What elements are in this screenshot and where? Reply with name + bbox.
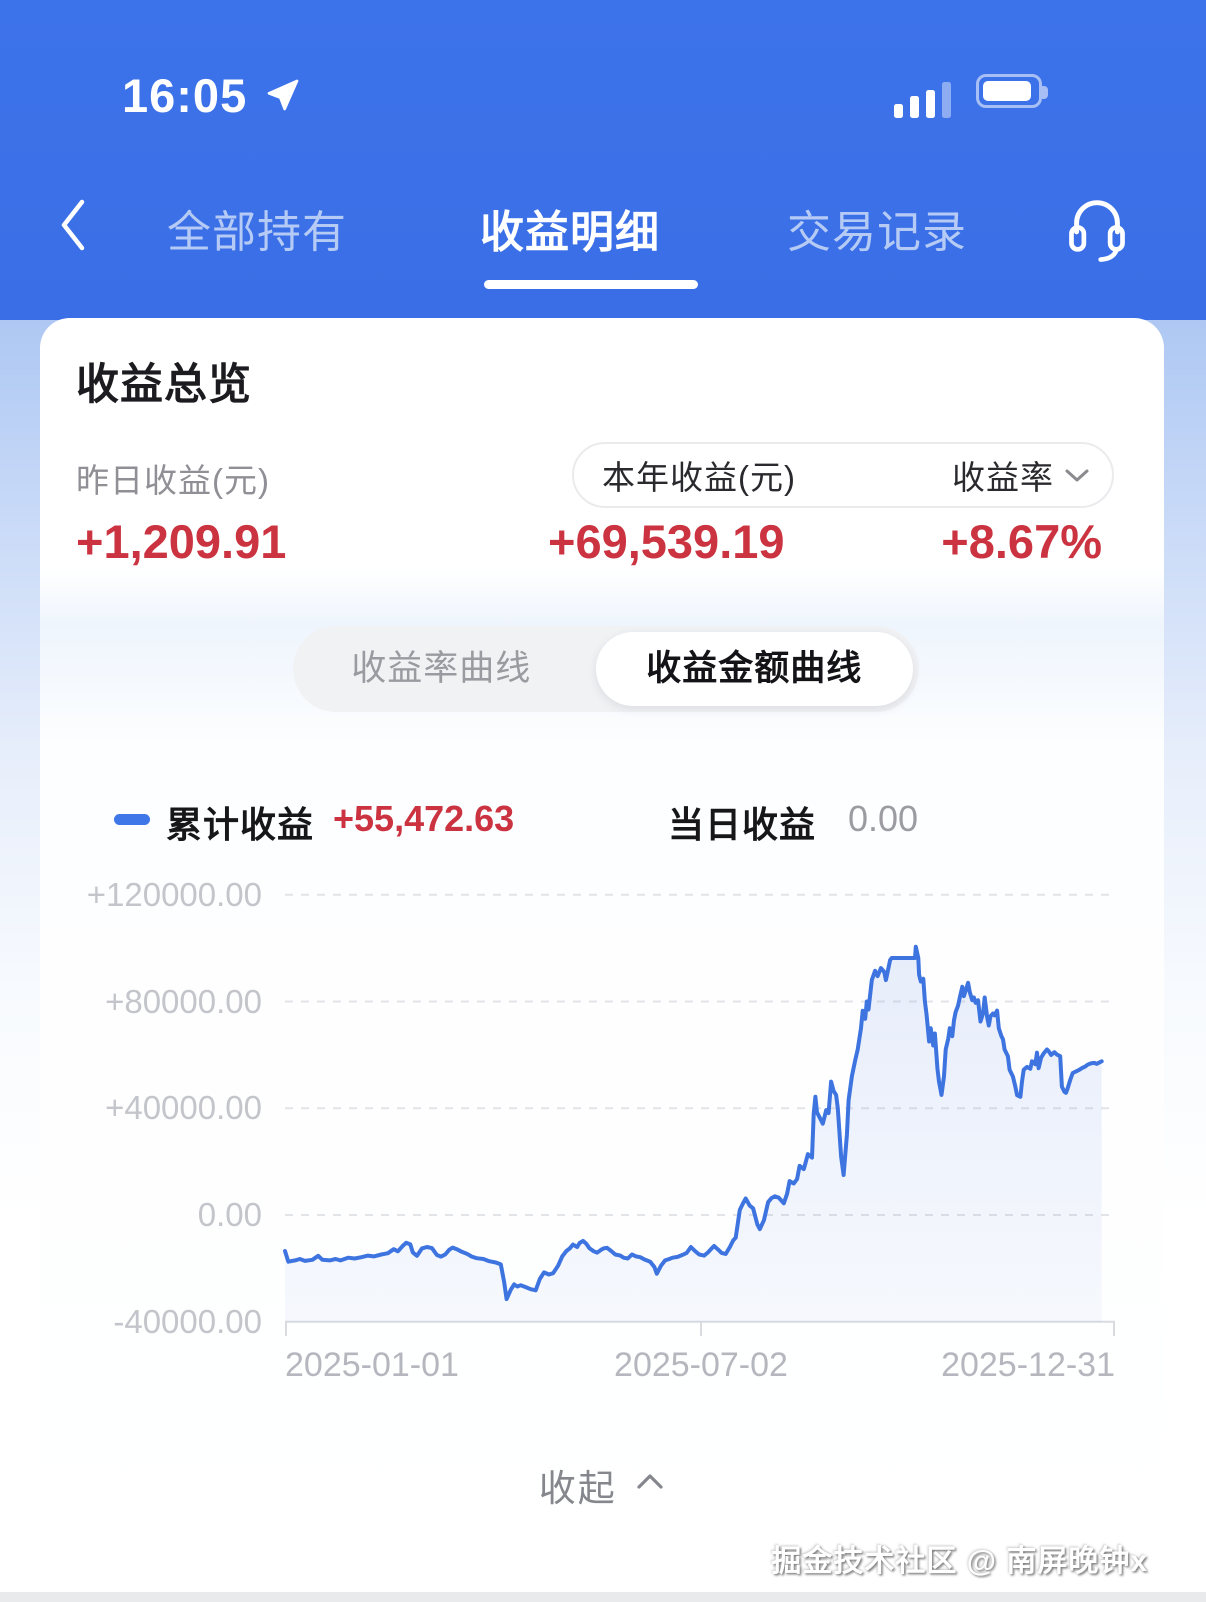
curve-toggle: 收益率曲线 收益金额曲线 [293, 626, 919, 712]
status-bar: 16:05 [0, 62, 1206, 132]
yesterday-profit-value: +1,209.91 [76, 515, 287, 568]
toggle-option-amount-curve[interactable]: 收益金额曲线 [595, 632, 913, 706]
chevron-up-icon [621, 1474, 665, 1493]
footer-strip [0, 1592, 1206, 1602]
tab-profit-details[interactable]: 收益明细 [480, 208, 660, 257]
yesterday-profit-label: 昨日收益(元) [76, 462, 270, 499]
profit-overview-card: 收益总览 昨日收益(元) 本年收益(元) 收益率 +1,209.91 +69,5… [40, 318, 1164, 1602]
watermark: 掘金技术社区 @ 南屏晚钟x [771, 1545, 1148, 1578]
headset-icon [1062, 200, 1132, 270]
cumulative-series-marker [114, 814, 150, 825]
signal-icon [894, 78, 951, 118]
chevron-down-icon [1064, 468, 1090, 489]
daily-profit-value: 0.00 [848, 798, 919, 839]
status-time: 16:05 [122, 69, 248, 122]
collapse-label: 收起 [538, 1468, 617, 1509]
rate-value: +8.67% [941, 515, 1102, 568]
location-icon [262, 76, 302, 121]
active-tab-underline [484, 280, 698, 289]
year-profit-label: 本年收益(元) [602, 459, 796, 496]
cumulative-profit-label: 累计收益 [166, 804, 315, 845]
customer-service-button[interactable] [1062, 186, 1132, 266]
tab-all-holdings[interactable]: 全部持有 [167, 208, 347, 257]
nav-bar: 全部持有 收益明细 交易记录 [0, 178, 1206, 298]
cumulative-profit-value: +55,472.63 [333, 798, 515, 839]
year-profit-value: +69,539.19 [548, 515, 785, 568]
collapse-button[interactable]: 收起 [40, 1458, 1164, 1512]
chevron-left-icon [52, 199, 96, 262]
section-title: 收益总览 [76, 361, 252, 409]
period-metric-selector[interactable]: 本年收益(元) 收益率 [572, 442, 1114, 508]
tab-transactions[interactable]: 交易记录 [787, 208, 967, 257]
back-button[interactable] [52, 194, 96, 258]
battery-icon [976, 74, 1048, 108]
daily-profit-label: 当日收益 [668, 804, 817, 845]
toggle-option-rate-curve[interactable]: 收益率曲线 [351, 649, 532, 688]
header: 16:05 全部持有 收益明细 交易记录 [0, 0, 1206, 320]
chart-legend: 累计收益 +55,472.63 当日收益 0.00 [40, 796, 1164, 846]
rate-label: 收益率 [952, 459, 1054, 496]
